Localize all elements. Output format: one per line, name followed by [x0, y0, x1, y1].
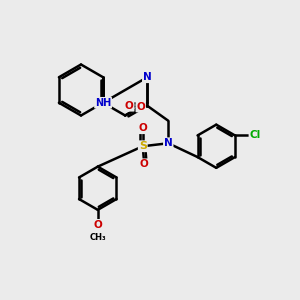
Text: NH: NH [95, 98, 111, 108]
Text: S: S [139, 141, 147, 151]
Text: CH₃: CH₃ [89, 233, 106, 242]
Text: O: O [140, 159, 148, 169]
Text: N: N [143, 72, 152, 82]
Text: N: N [164, 138, 172, 148]
Text: O: O [93, 220, 102, 230]
Text: O: O [125, 101, 134, 111]
Text: O: O [138, 123, 147, 133]
Text: Cl: Cl [249, 130, 261, 140]
Text: O: O [136, 101, 145, 112]
